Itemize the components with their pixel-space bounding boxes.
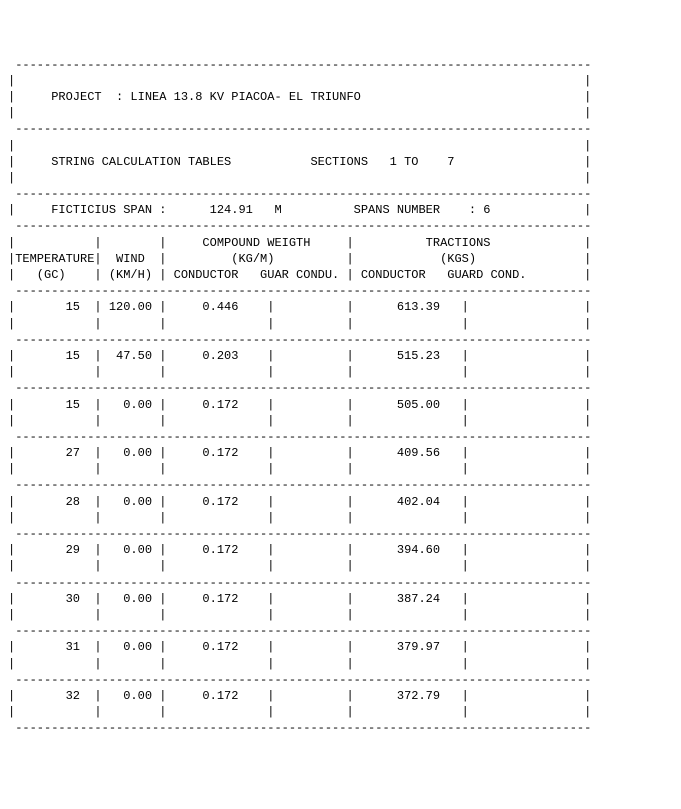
report-output: ----------------------------------------…	[8, 57, 673, 737]
